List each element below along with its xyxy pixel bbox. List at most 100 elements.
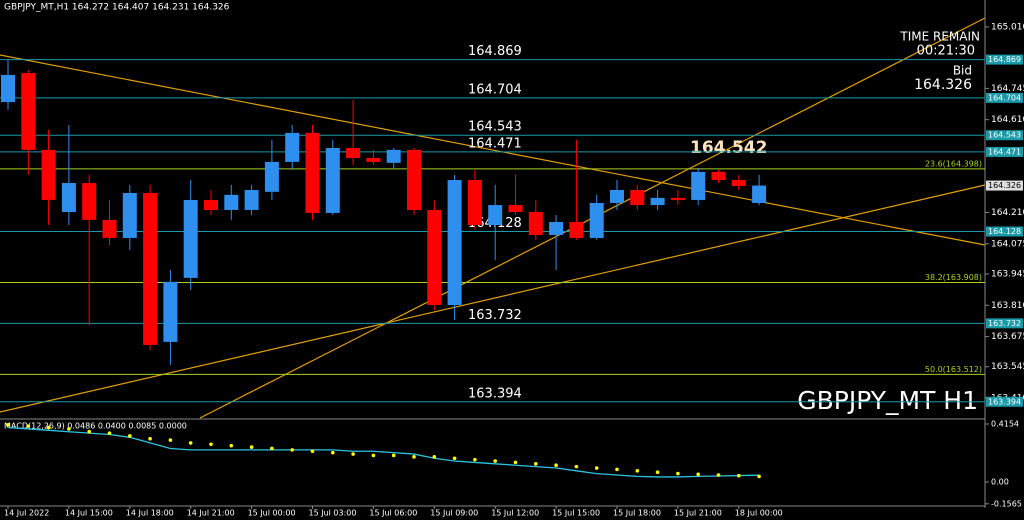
macd-signal-dot	[26, 424, 31, 428]
candle-body	[244, 189, 259, 210]
level-label: 163.394	[468, 386, 522, 401]
candle-body	[731, 180, 746, 187]
x-tick-label: 14 Jul 18:00	[126, 509, 174, 518]
candle-body	[528, 212, 543, 235]
y-tick-label: 163.945	[991, 269, 1024, 279]
macd-signal-dot	[168, 438, 173, 442]
level-label: 164.471	[468, 136, 522, 151]
macd-signal-dot	[87, 429, 91, 434]
candle-body	[61, 183, 76, 213]
time-remain: 00:21:30	[917, 44, 975, 59]
candle-body	[264, 161, 279, 192]
macd-y-tick-label: -0.1565	[991, 499, 1022, 508]
macd-signal-dot	[67, 427, 71, 431]
level-price-label: 163.732	[988, 319, 1021, 328]
bid-price-box	[986, 180, 1023, 191]
x-tick-label: 15 Jul 18:00	[613, 509, 661, 518]
level-price-label: 164.704	[988, 93, 1021, 102]
macd-signal-dot	[615, 467, 619, 472]
macd-signal-dot	[432, 455, 437, 459]
y-tick-label: 165.010	[991, 22, 1024, 32]
macd-signal-dot	[534, 462, 538, 466]
macd-signal-dot	[331, 450, 335, 455]
candle-body	[285, 132, 300, 162]
level-price-box	[986, 146, 1023, 157]
candle-body	[427, 209, 442, 306]
bid-price-label: 164.326	[988, 181, 1021, 190]
candle-body	[183, 199, 198, 278]
x-tick-label: 15 Jul 03:00	[309, 509, 357, 518]
level-price-box	[986, 54, 1023, 65]
level-label: 164.869	[468, 44, 522, 59]
fib-label: 38.2(163.908)	[925, 273, 982, 282]
price-annotation: 164.542	[690, 138, 767, 158]
macd-signal-dot	[310, 449, 315, 454]
macd-signal-dot	[635, 469, 640, 473]
macd-signal-dot	[188, 441, 193, 445]
macd-signal-dot	[229, 443, 234, 448]
macd-signal-dot	[107, 431, 112, 435]
level-price-label: 164.869	[988, 55, 1021, 64]
candle-body	[488, 205, 503, 226]
macd-signal-dot	[737, 473, 741, 478]
y-tick-label: 163.675	[991, 332, 1024, 342]
y-tick-label: 164.610	[991, 115, 1024, 125]
candle-body	[122, 192, 137, 238]
candle-body	[386, 149, 401, 163]
candle-body	[447, 180, 462, 306]
watermark: GBPJPY_MT H1	[797, 386, 978, 415]
macd-signal-dot	[128, 434, 132, 438]
macd-signal-dot	[676, 471, 680, 476]
candle-body	[711, 171, 726, 181]
level-price-label: 164.128	[988, 227, 1021, 236]
candle-body	[650, 197, 665, 206]
candle-body	[21, 73, 36, 150]
macd-signal-dot	[46, 425, 51, 430]
candle-body	[670, 197, 685, 200]
macd-signal-dot	[473, 457, 477, 462]
candle-body	[41, 149, 56, 200]
candle-body	[569, 221, 584, 238]
y-tick-label: 163.810	[991, 301, 1024, 311]
x-tick-label: 15 Jul 00:00	[248, 509, 296, 518]
level-price-box	[986, 92, 1023, 103]
macd-title: MACD(12,26,9) 0.0486 0.0400 0.0085 0.000…	[4, 422, 187, 431]
level-label: 164.704	[468, 82, 522, 97]
macd-signal-dot	[452, 456, 457, 461]
macd-signal-dot	[351, 452, 355, 456]
x-tick-label: 15 Jul 21:00	[674, 509, 722, 518]
macd-signal-dot	[757, 474, 761, 479]
macd-signal-dot	[513, 460, 518, 465]
candle-body	[224, 194, 239, 210]
macd-signal-dot	[270, 446, 274, 451]
macd-signal-dot	[574, 464, 579, 469]
level-price-label: 164.543	[988, 131, 1021, 140]
macd-signal-dot	[391, 453, 396, 458]
macd-signal-dot	[716, 473, 721, 477]
candle-body	[407, 149, 421, 210]
bid-label: Bid	[953, 64, 972, 78]
candle-body	[325, 147, 340, 213]
macd-y-tick-label: 0.4154	[991, 419, 1019, 428]
candle-body	[1, 74, 15, 103]
candle-body	[467, 180, 482, 226]
trend-line	[0, 54, 986, 246]
macd-signal-dot	[696, 472, 700, 477]
y-tick-label: 164.210	[991, 208, 1024, 218]
macd-signal-dot	[290, 448, 295, 452]
level-price-box	[986, 318, 1023, 329]
candle-body	[143, 192, 158, 345]
x-tick-label: 18 Jul 00:00	[735, 509, 783, 518]
candle-body	[752, 185, 767, 203]
macd-signal-dot	[148, 436, 152, 441]
macd-signal-dot	[554, 463, 558, 468]
macd-line	[7, 426, 760, 478]
x-tick-label: 14 Jul 21:00	[187, 509, 235, 518]
y-tick-label: 164.075	[991, 239, 1024, 249]
macd-signal-dot	[655, 470, 660, 475]
candle-body	[610, 189, 624, 203]
chart-title: GBPJPY_MT,H1 164.272 164.407 164.231 164…	[4, 3, 230, 13]
bid-value: 164.326	[914, 77, 972, 93]
